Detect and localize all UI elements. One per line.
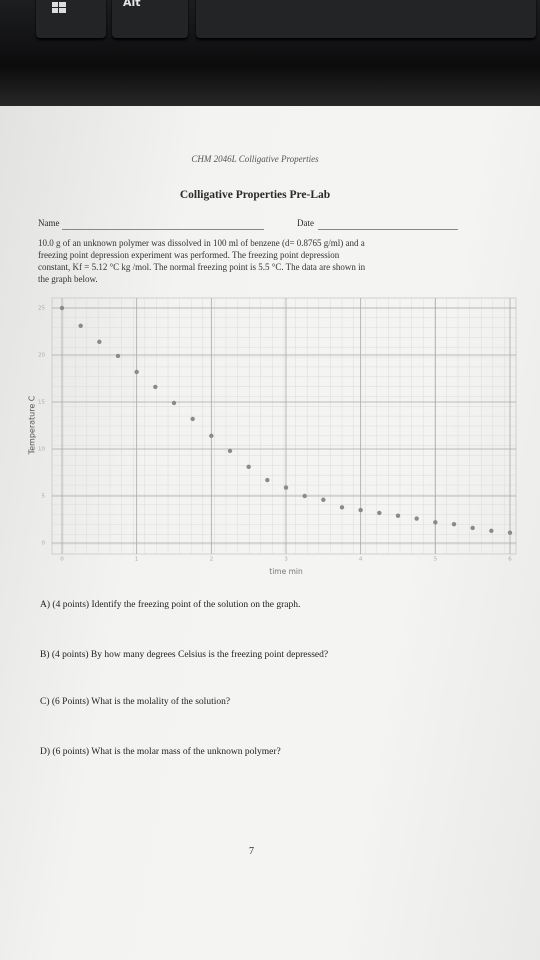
key [112,0,188,38]
data-point [265,477,270,483]
data-point [339,505,345,510]
x-tick-label: 6 [508,557,512,563]
data-point [433,520,438,525]
y-axis-label: Temperature C [28,395,37,455]
y-tick-label: 10 [38,447,45,453]
windows-logo [52,2,66,13]
problem-line: freezing point depression experiment was… [38,250,340,260]
x-tick-label: 1 [135,557,139,563]
y-tick-label: 25 [38,306,45,312]
y-tick-label: 15 [38,400,45,406]
key [196,0,536,38]
data-point [134,369,139,375]
question: A) (4 points) Identify the freezing poin… [40,600,301,610]
problem-text: 10.0 g of an unknown polymer was dissolv… [38,237,365,285]
question: D) (6 points) What is the molar mass of … [40,747,281,757]
title: Colligative Properties Pre-Lab [179,189,331,201]
x-axis-label: time min [269,567,303,576]
data-point [171,400,177,406]
data-point [395,513,401,518]
question: B) (4 points) By how many degrees Celsiu… [40,650,329,660]
data-point [358,507,363,513]
y-tick-label: 0 [42,541,46,547]
date-label: Date [297,218,314,228]
page-number: 7 [249,846,254,857]
keyboard: Alt [0,0,540,110]
y-tick-label: 20 [38,353,45,359]
data-point [97,339,102,345]
data-point [246,464,251,470]
data-point [227,448,233,454]
data-point [190,416,195,422]
date-line [318,229,458,230]
data-point [153,384,158,390]
x-tick-label: 3 [284,557,288,563]
data-point [321,497,326,502]
data-point [377,510,382,516]
name-line [62,229,264,230]
paper [0,106,540,960]
problem-line: 10.0 g of an unknown polymer was dissolv… [38,238,365,248]
data-point [115,353,121,359]
problem-line: constant, Kf = 5.12 °C kg /mol. The norm… [38,262,366,272]
data-point [507,530,513,535]
data-point [209,433,214,439]
key-label: Alt [123,0,141,9]
x-tick-label: 2 [210,557,214,563]
data-point [78,323,83,329]
x-tick-label: 4 [359,557,363,563]
problem-line: the graph below. [38,274,98,284]
data-point [283,485,289,490]
data-point [489,528,494,533]
data-point [470,525,475,531]
y-tick-label: 5 [42,494,46,500]
data-point [302,493,307,499]
question: C) (6 Points) What is the molality of th… [40,697,231,707]
name-label: Name [38,218,60,228]
key [36,0,106,38]
data-point [59,305,65,311]
data-point [451,522,457,527]
data-point [414,516,419,521]
course-header: CHM 2046L Colligative Properties [191,154,319,164]
x-tick-label: 0 [60,557,64,563]
x-tick-label: 5 [434,557,438,563]
